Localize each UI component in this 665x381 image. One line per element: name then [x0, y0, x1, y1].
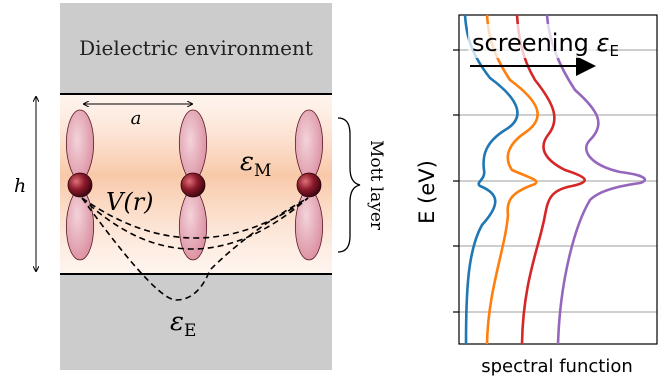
- orbital-left: [66, 109, 94, 261]
- spectral-curve-orange: [485, 14, 539, 345]
- mott-layer-brace: [337, 117, 361, 253]
- atom: [296, 172, 322, 198]
- interaction-curve-near: [81, 197, 309, 250]
- lattice-spacing-label: a: [131, 108, 142, 129]
- screening-label: screening εE: [472, 29, 619, 60]
- orbital-middle: [179, 109, 207, 261]
- energy-axis-label: E (eV): [415, 160, 439, 224]
- spectral-function-axis-label: spectral function: [481, 356, 633, 377]
- screening-label-backdrop: [468, 24, 596, 58]
- dielectric-top-region: [60, 3, 332, 94]
- orbital-lobe: [66, 109, 94, 186]
- mott-layer-label: Mott layer: [366, 140, 386, 231]
- spectral-curve-blue: [463, 14, 519, 345]
- atom: [180, 172, 206, 198]
- spectral-curve-purple: [545, 14, 646, 345]
- orbital-lobe: [295, 109, 323, 186]
- atom: [67, 172, 93, 198]
- spectral-curve-red: [515, 14, 586, 345]
- height-label: h: [14, 175, 26, 197]
- dielectric-bottom-region: [60, 274, 332, 370]
- environment-epsilon-label: εE: [170, 307, 196, 341]
- spectral-plot: screening εE: [453, 14, 658, 345]
- interaction-label: V(r): [106, 188, 154, 216]
- dielectric-environment-label: Dielectric environment: [79, 36, 313, 60]
- orbital-lobe: [66, 184, 94, 261]
- interaction-curve-through-environment: [81, 197, 309, 301]
- orbital-right: [295, 109, 323, 261]
- interaction-curve-in-layer: [81, 197, 309, 239]
- mott-epsilon-label: εM: [240, 147, 271, 181]
- plot-frame: [458, 14, 658, 345]
- orbital-lobe: [179, 109, 207, 186]
- orbital-lobe: [179, 184, 207, 261]
